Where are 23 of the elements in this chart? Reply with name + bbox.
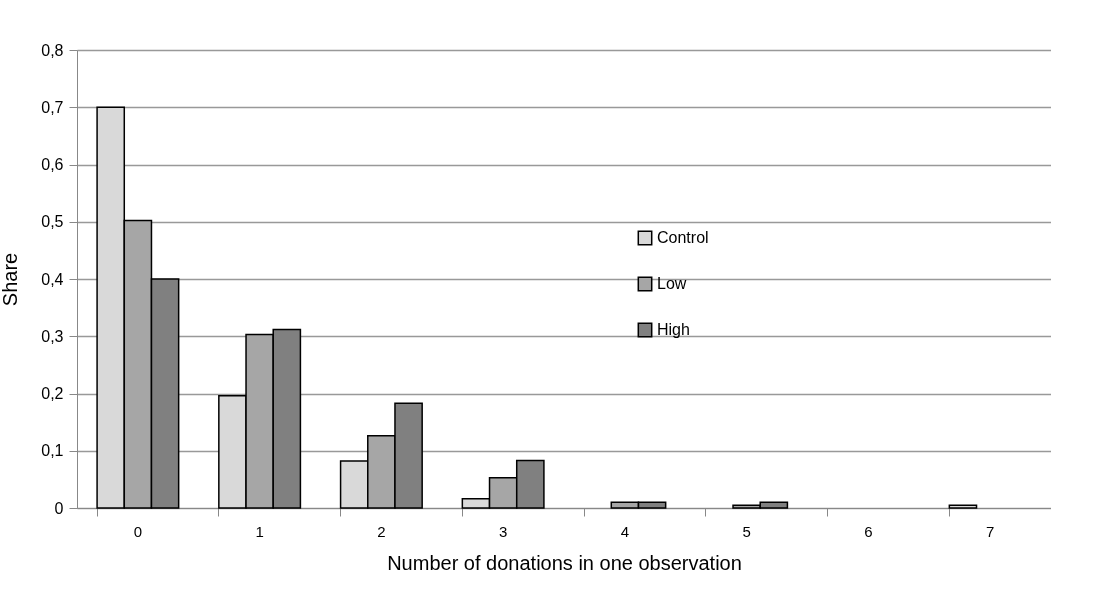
y-tick-label: 0,1 [41,442,64,460]
x-axis-title: Number of donations in one observation [387,551,742,574]
x-tick-label: 4 [620,522,630,540]
legend-label: Control [657,229,709,246]
y-tick-label: 0,8 [41,41,64,59]
x-tick-label: 2 [377,522,386,540]
x-tick-label: 7 [985,522,995,540]
bar [948,504,978,509]
legend-label: Low [657,275,687,292]
x-tick-label: 6 [864,522,873,540]
y-tick-label: 0,4 [41,270,64,288]
y-tick-label: 0,5 [41,213,64,231]
y-tick-label: 0,3 [41,327,64,345]
x-tick-label: 0 [133,522,143,540]
x-tick-label: 5 [742,522,751,540]
x-tick-label: 1 [255,522,264,540]
y-tick-label: 0 [54,499,64,517]
y-axis-title: Share [0,252,22,307]
x-tick-label: 3 [498,522,508,540]
y-tick-label: 0,2 [41,385,64,402]
y-tick-label: 0,6 [41,156,64,173]
legend-label: High [657,321,690,338]
y-tick-label: 0,7 [41,98,64,116]
